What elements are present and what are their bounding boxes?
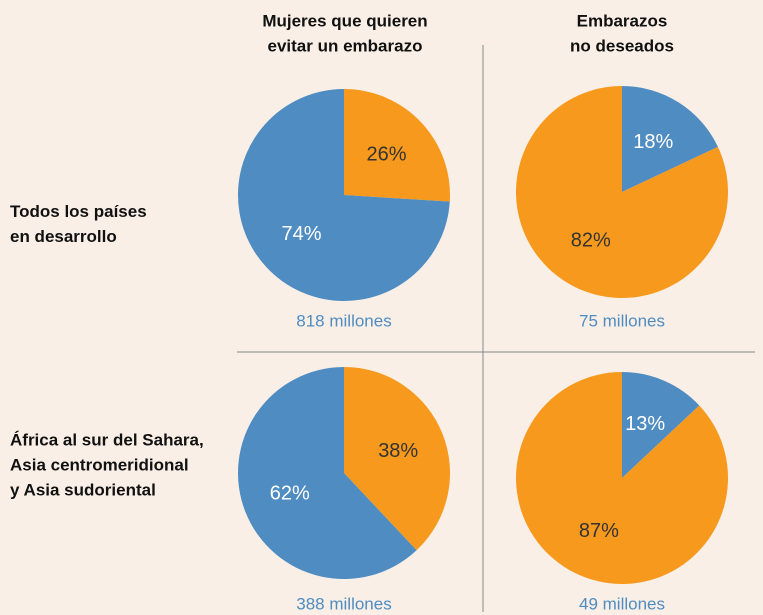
pie-slice bbox=[237, 367, 417, 580]
row-title: Todos los países bbox=[10, 202, 147, 221]
pie-slice bbox=[344, 89, 450, 202]
pie-slice bbox=[238, 89, 450, 301]
column-title: Mujeres que quieren bbox=[262, 11, 427, 30]
slice-label: 26% bbox=[366, 143, 406, 165]
pie-caption: 75 millones bbox=[579, 311, 665, 330]
slice-label: 18% bbox=[633, 131, 673, 153]
pie-slice bbox=[516, 371, 729, 584]
pie-caption: 818 millones bbox=[296, 311, 391, 330]
slice-label: 87% bbox=[579, 520, 619, 542]
pie-slice bbox=[516, 86, 728, 298]
slice-label: 13% bbox=[625, 413, 665, 435]
slice-label: 74% bbox=[281, 223, 321, 245]
pie-caption: 49 millones bbox=[579, 594, 665, 613]
row-title: Asia centromeridional bbox=[10, 455, 189, 474]
pie-slice bbox=[344, 367, 451, 551]
slice-label: 82% bbox=[571, 230, 611, 252]
row-title: África al sur del Sahara, bbox=[10, 430, 204, 449]
pie-slice bbox=[622, 371, 700, 478]
column-title: Embarazos bbox=[577, 11, 668, 30]
row-title: y Asia sudoriental bbox=[10, 480, 156, 499]
row-title: en desarrollo bbox=[10, 227, 117, 246]
slice-label: 38% bbox=[378, 440, 418, 462]
column-title: evitar un embarazo bbox=[268, 36, 423, 55]
pie-caption: 388 millones bbox=[296, 594, 391, 613]
slice-label: 62% bbox=[270, 483, 310, 505]
column-title: no deseados bbox=[570, 36, 674, 55]
pie-slice bbox=[622, 86, 718, 192]
